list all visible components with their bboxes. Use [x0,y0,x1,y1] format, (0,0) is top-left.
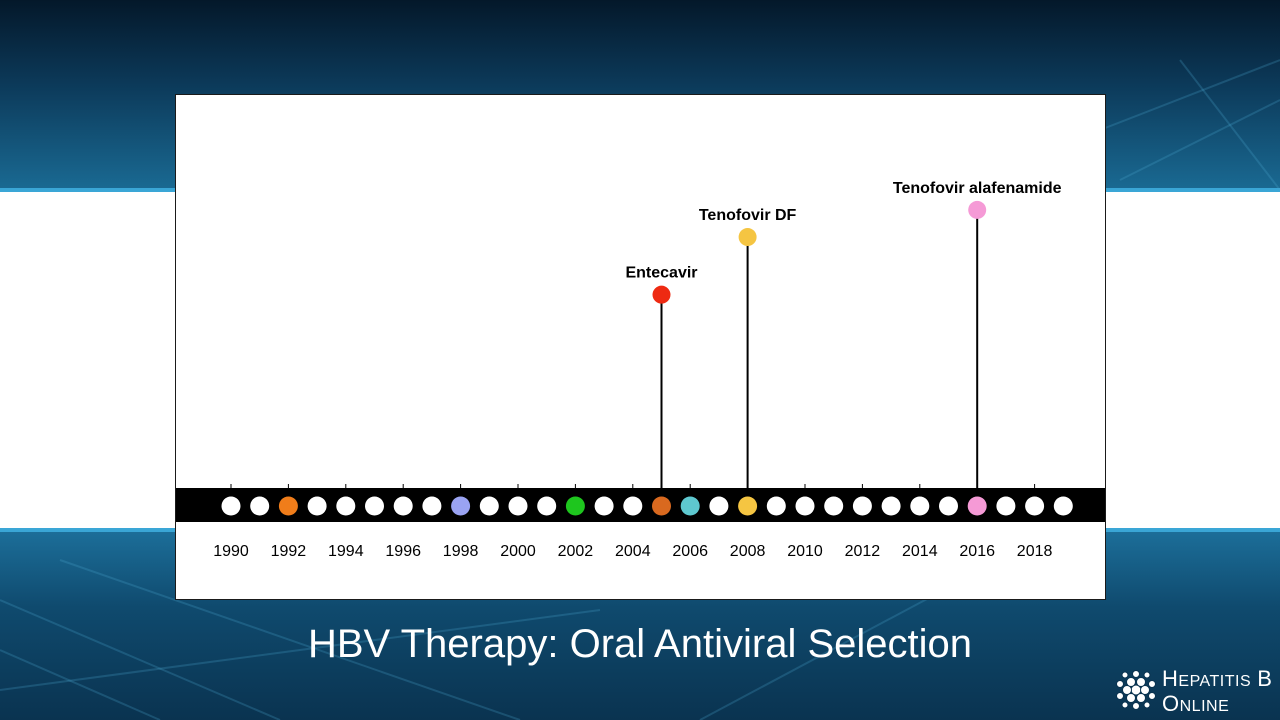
year-label: 2016 [959,543,995,560]
timeline-dot [479,496,499,516]
year-label: 2002 [558,543,594,560]
timeline-dot [278,496,298,516]
logo-word-epatitis: EPATITIS [1178,673,1252,690]
callout-label-0: Entecavir [625,265,697,282]
logo-text: HEPATITIS B ONLINE [1162,668,1272,718]
year-label: 1992 [271,543,307,560]
timeline-dot [537,496,557,516]
timeline-dot [451,496,471,516]
timeline-dot [1053,496,1073,516]
timeline-dot [824,496,844,516]
timeline-dot [307,496,327,516]
year-label: 2008 [730,543,766,560]
year-label: 2012 [845,543,881,560]
timeline-dot [393,496,413,516]
timeline-dot [365,496,384,516]
logo-initial-h: H [1162,666,1179,691]
logo-word-nline: NLINE [1179,698,1230,715]
timeline-dot [336,496,356,516]
year-label: 2004 [615,543,651,560]
timeline-dot [1025,496,1045,516]
year-label: 2006 [672,543,708,560]
year-label: 2010 [787,543,823,560]
logo-letter-b: B [1257,666,1273,691]
timeline-dot [910,496,930,516]
year-label: 1998 [443,543,479,560]
timeline-dot [881,496,901,516]
hepatitis-b-online-logo: HEPATITIS B ONLINE [1116,668,1276,715]
callout-dot-0 [652,285,671,304]
timeline-dot [250,496,270,516]
timeline-dot [623,496,643,516]
callout-dot-2 [968,200,987,219]
timeline-dot [221,496,241,516]
timeline-dot [766,496,786,516]
logo-initial-o: O [1162,691,1180,716]
slide-title: HBV Therapy: Oral Antiviral Selection [307,622,972,666]
year-label: 2014 [902,543,938,560]
timeline-dot [422,496,442,516]
timeline-dot [996,496,1016,516]
timeline-dot [795,496,815,516]
timeline-dot [967,496,987,516]
timeline-dot [508,496,528,516]
year-label: 1994 [328,543,364,560]
timeline-dot [565,496,585,516]
timeline-dot [652,496,671,516]
timeline-dot [852,496,872,516]
timeline-dot [594,496,614,516]
year-label: 1996 [385,543,421,560]
callout-label-2: Tenofovir alafenamide [893,180,1062,197]
timeline-dot [939,496,958,516]
timeline-dot [738,496,758,516]
hepatitis-b-virus-icon [1116,670,1156,710]
callout-label-1: Tenofovir DF [699,207,797,224]
year-label: 2018 [1017,543,1053,560]
timeline-panel: 1990 1992 1994 1996 1998 2000 2002 2004 2006 2008… [175,94,1106,600]
callout-dot-1 [738,228,757,247]
year-label: 1990 [213,543,249,560]
timeline-diagram: 1990 1992 1994 1996 1998 2000 2002 2004 2006 2008… [176,180,1105,560]
timeline-dot [709,496,729,516]
timeline-dot [680,496,700,516]
year-label: 2000 [500,543,536,560]
